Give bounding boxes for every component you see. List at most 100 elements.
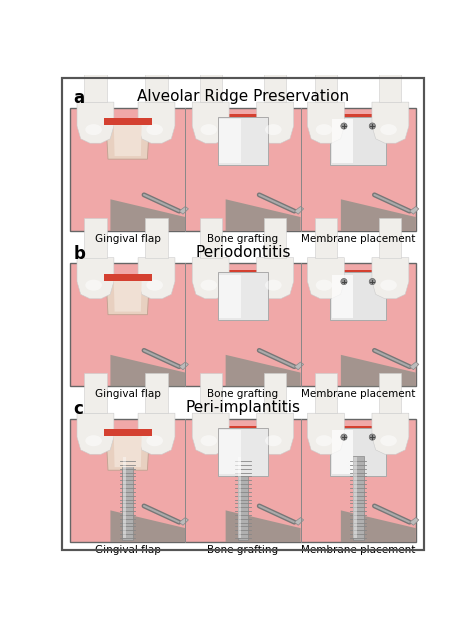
Polygon shape xyxy=(308,102,344,143)
Polygon shape xyxy=(308,413,344,455)
Ellipse shape xyxy=(201,124,217,135)
Text: b: b xyxy=(73,245,85,263)
Ellipse shape xyxy=(316,124,332,135)
Polygon shape xyxy=(106,119,150,159)
Text: Bone grafting: Bone grafting xyxy=(207,234,279,244)
Ellipse shape xyxy=(85,435,102,446)
Polygon shape xyxy=(146,218,168,258)
Polygon shape xyxy=(226,510,301,542)
Polygon shape xyxy=(264,63,286,102)
Polygon shape xyxy=(114,433,142,467)
Polygon shape xyxy=(308,258,344,299)
Polygon shape xyxy=(104,119,152,125)
Circle shape xyxy=(369,278,375,284)
Polygon shape xyxy=(353,456,364,540)
Text: Gingival flap: Gingival flap xyxy=(95,389,161,399)
Polygon shape xyxy=(226,355,301,386)
Polygon shape xyxy=(110,199,185,231)
Polygon shape xyxy=(219,430,240,474)
Polygon shape xyxy=(123,457,126,538)
Polygon shape xyxy=(294,362,304,369)
Ellipse shape xyxy=(146,279,163,291)
Ellipse shape xyxy=(85,124,102,135)
Polygon shape xyxy=(341,199,416,231)
Polygon shape xyxy=(179,517,189,525)
FancyBboxPatch shape xyxy=(70,419,416,542)
Polygon shape xyxy=(315,373,337,413)
Text: Alveolar Ridge Preservation: Alveolar Ridge Preservation xyxy=(137,89,349,104)
Polygon shape xyxy=(179,362,189,369)
Polygon shape xyxy=(238,457,241,538)
Text: c: c xyxy=(73,400,83,418)
Polygon shape xyxy=(192,258,229,299)
Polygon shape xyxy=(216,270,270,277)
Polygon shape xyxy=(226,432,260,469)
Polygon shape xyxy=(410,517,419,525)
Ellipse shape xyxy=(146,124,163,135)
Polygon shape xyxy=(330,117,386,165)
Polygon shape xyxy=(84,63,107,102)
Polygon shape xyxy=(114,278,142,312)
Polygon shape xyxy=(341,510,416,542)
Text: Bone grafting: Bone grafting xyxy=(207,389,279,399)
Polygon shape xyxy=(192,413,229,455)
Ellipse shape xyxy=(380,279,397,291)
Polygon shape xyxy=(77,258,114,299)
Polygon shape xyxy=(104,274,152,281)
Polygon shape xyxy=(226,122,260,158)
Polygon shape xyxy=(410,207,419,214)
FancyBboxPatch shape xyxy=(70,107,416,231)
Circle shape xyxy=(369,123,375,129)
Ellipse shape xyxy=(85,279,102,291)
Polygon shape xyxy=(146,63,168,102)
Polygon shape xyxy=(294,207,304,214)
Polygon shape xyxy=(114,122,142,156)
Text: Membrane placement: Membrane placement xyxy=(301,545,415,555)
Text: Gingival flap: Gingival flap xyxy=(95,545,161,555)
Polygon shape xyxy=(341,355,416,386)
Ellipse shape xyxy=(380,124,397,135)
Polygon shape xyxy=(104,429,152,437)
Circle shape xyxy=(341,434,347,440)
Polygon shape xyxy=(379,218,401,258)
FancyBboxPatch shape xyxy=(63,78,423,550)
Text: a: a xyxy=(73,89,84,107)
Polygon shape xyxy=(372,102,409,143)
Ellipse shape xyxy=(380,435,397,446)
Text: Bone grafting: Bone grafting xyxy=(207,545,279,555)
Polygon shape xyxy=(110,355,185,386)
Polygon shape xyxy=(138,102,175,143)
Ellipse shape xyxy=(265,435,282,446)
Polygon shape xyxy=(257,413,293,455)
Polygon shape xyxy=(218,428,268,476)
Polygon shape xyxy=(257,258,293,299)
Polygon shape xyxy=(218,117,268,165)
Polygon shape xyxy=(77,413,114,455)
Polygon shape xyxy=(315,218,337,258)
Ellipse shape xyxy=(201,279,217,291)
Polygon shape xyxy=(332,430,353,474)
Text: Membrane placement: Membrane placement xyxy=(301,234,415,244)
Polygon shape xyxy=(372,413,409,455)
Polygon shape xyxy=(218,273,268,320)
Polygon shape xyxy=(216,425,270,432)
Polygon shape xyxy=(219,274,240,318)
Polygon shape xyxy=(330,273,386,320)
Polygon shape xyxy=(138,413,175,455)
Polygon shape xyxy=(372,258,409,299)
Polygon shape xyxy=(329,270,388,277)
Polygon shape xyxy=(146,373,168,413)
Polygon shape xyxy=(122,456,133,540)
Polygon shape xyxy=(84,373,107,413)
Polygon shape xyxy=(84,218,107,258)
Polygon shape xyxy=(200,63,222,102)
Text: Membrane placement: Membrane placement xyxy=(301,389,415,399)
Text: Gingival flap: Gingival flap xyxy=(95,234,161,244)
Polygon shape xyxy=(329,114,388,122)
Polygon shape xyxy=(315,63,337,102)
Polygon shape xyxy=(379,63,401,102)
Polygon shape xyxy=(410,362,419,369)
Polygon shape xyxy=(264,373,286,413)
Polygon shape xyxy=(200,373,222,413)
Polygon shape xyxy=(200,218,222,258)
